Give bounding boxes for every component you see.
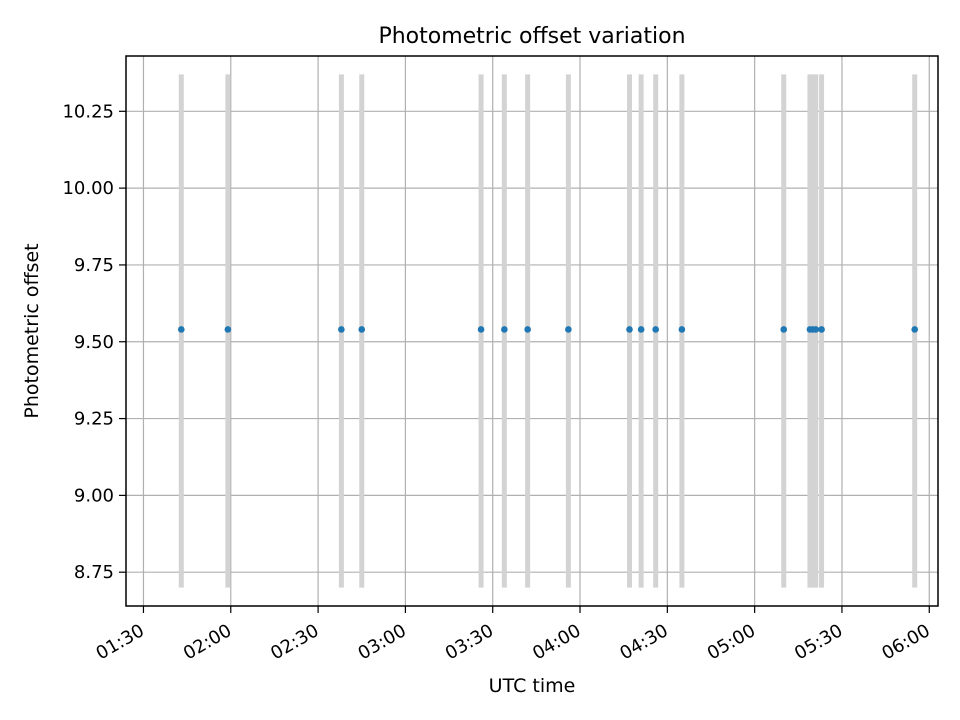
data-point <box>477 326 485 333</box>
data-point <box>565 326 572 333</box>
plot-frame <box>125 55 939 607</box>
data-point <box>524 326 531 333</box>
grid-lines <box>126 56 938 606</box>
y-tick-label: 10.00 <box>62 178 114 199</box>
y-tick-label: 9.00 <box>74 485 114 506</box>
chart-title: Photometric offset variation <box>378 24 685 49</box>
y-tick-label: 8.75 <box>74 562 114 583</box>
data-point <box>626 326 633 333</box>
data-point <box>637 326 645 333</box>
x-tick-label: 05:30 <box>791 620 846 664</box>
data-points <box>177 326 919 333</box>
data-point <box>652 326 659 333</box>
x-tick-label: 02:00 <box>180 620 235 664</box>
data-point <box>812 326 820 333</box>
y-tick-label: 9.25 <box>74 409 114 430</box>
data-point <box>911 326 919 333</box>
data-point <box>358 326 366 333</box>
y-tick-label: 10.25 <box>62 101 114 122</box>
y-axis-ticks: 8.75 9.00 9.25 9.50 9.75 10.00 10.25 <box>62 101 126 583</box>
x-tick-label: 03:30 <box>442 620 497 664</box>
data-point <box>501 326 508 333</box>
data-point <box>678 326 686 333</box>
y-tick-label: 9.75 <box>74 255 114 276</box>
x-axis-ticks: 01:30 02:00 02:30 03:00 03:30 04:00 04:30 05:00… <box>93 606 934 664</box>
y-tick-label: 9.50 <box>74 332 114 353</box>
exposure-bands <box>178 74 918 588</box>
data-point <box>224 326 232 333</box>
data-point <box>338 326 345 333</box>
data-point <box>818 326 825 333</box>
x-tick-label: 01:30 <box>93 620 148 664</box>
data-point <box>780 326 788 333</box>
x-tick-label: 04:00 <box>529 620 584 664</box>
x-tick-label: 06:00 <box>878 620 933 664</box>
y-axis-label: Photometric offset <box>21 243 43 418</box>
x-tick-label: 03:00 <box>354 620 409 664</box>
data-point <box>177 326 185 333</box>
x-tick-label: 02:30 <box>267 620 322 664</box>
x-tick-label: 05:00 <box>704 620 759 664</box>
x-axis-label: UTC time <box>489 675 576 697</box>
x-tick-label: 04:30 <box>616 620 671 664</box>
